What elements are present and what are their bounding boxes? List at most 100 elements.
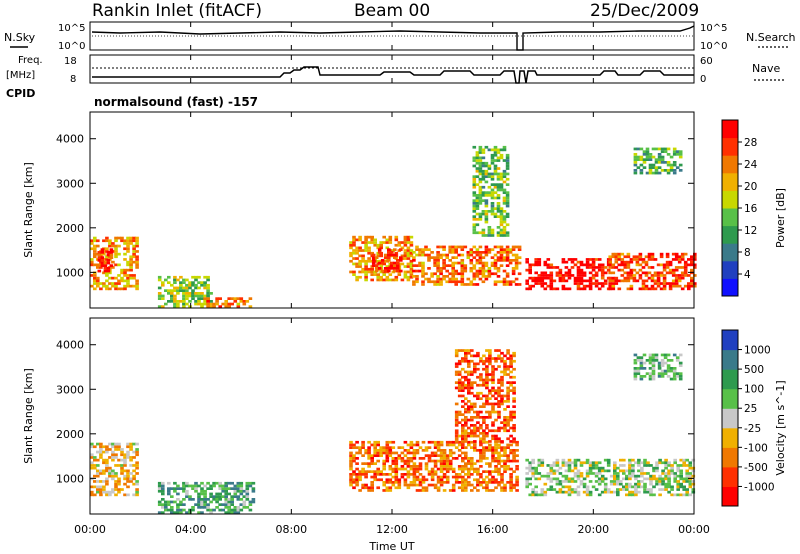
data-cell: [691, 488, 696, 491]
data-cell: [227, 506, 231, 509]
data-cell: [109, 251, 114, 254]
data-cell: [126, 242, 130, 245]
data-cell: [506, 418, 510, 422]
data-cell: [594, 266, 599, 269]
data-cell: [481, 151, 486, 154]
data-cell: [391, 475, 396, 479]
data-cell: [364, 449, 368, 452]
data-cell: [663, 361, 668, 365]
data-cell: [652, 485, 656, 489]
data-cell: [552, 477, 557, 481]
data-cell: [479, 454, 483, 457]
data-cell: [406, 443, 411, 447]
data-cell: [478, 194, 483, 197]
data-cell: [525, 482, 529, 486]
data-cell: [105, 448, 109, 451]
data-cell: [546, 258, 551, 261]
data-cell: [597, 461, 602, 465]
data-cell: [197, 275, 201, 279]
data-cell: [540, 488, 545, 491]
data-cell: [490, 172, 495, 176]
data-cell: [653, 274, 658, 277]
data-cell: [358, 262, 362, 266]
data-cell: [496, 151, 501, 154]
data-cell: [439, 267, 443, 270]
data-cell: [97, 256, 102, 259]
data-cell: [470, 434, 474, 438]
data-cell: [191, 275, 195, 279]
data-cell: [493, 148, 498, 152]
data-cell: [496, 210, 501, 213]
data-cell: [506, 443, 510, 447]
data-cell: [662, 282, 667, 285]
data-cell: [470, 446, 474, 449]
data-cell: [476, 351, 480, 355]
data-cell: [690, 268, 694, 272]
data-cell: [664, 474, 668, 478]
data-cell: [377, 248, 382, 251]
data-cell: [445, 467, 450, 471]
data-cell: [203, 283, 207, 287]
data-cell: [464, 359, 468, 363]
data-cell: [421, 486, 426, 490]
data-cell: [367, 259, 371, 263]
noise-tick-left-bottom: 10^0: [58, 41, 85, 52]
data-cell: [642, 375, 647, 378]
data-cell: [484, 194, 489, 197]
data-cell: [412, 467, 417, 471]
data-cell: [463, 267, 468, 270]
colorbar-swatch: [722, 349, 738, 370]
data-cell: [570, 488, 575, 491]
data-cell: [491, 459, 495, 463]
data-cell: [616, 474, 620, 478]
data-cell: [167, 300, 171, 303]
colorbar-tick-label: 100: [744, 384, 764, 396]
data-cell: [478, 256, 483, 259]
data-cell: [570, 480, 575, 483]
data-cell: [409, 243, 414, 247]
data-cell: [111, 260, 115, 264]
data-cell: [430, 451, 435, 455]
data-cell: [173, 281, 177, 284]
data-cell: [651, 171, 656, 175]
data-cell: [182, 498, 186, 501]
data-cell: [658, 482, 662, 486]
colorbar-swatch: [722, 447, 738, 468]
data-cell: [352, 478, 356, 482]
data-cell: [476, 354, 480, 358]
data-cell: [682, 458, 686, 462]
data-cell: [470, 383, 474, 387]
data-cell: [224, 302, 228, 306]
data-cell: [102, 271, 106, 275]
data-cell: [611, 284, 616, 288]
data-cell: [227, 492, 231, 496]
data-cell: [676, 485, 680, 489]
data-cell: [478, 191, 483, 194]
data-cell: [105, 287, 109, 291]
data-cell: [543, 493, 548, 497]
data-cell: [606, 458, 611, 462]
data-cell: [221, 508, 225, 512]
data-cell: [497, 365, 501, 368]
data-cell: [442, 473, 447, 476]
data-cell: [632, 258, 637, 261]
data-cell: [505, 183, 510, 186]
data-cell: [502, 256, 507, 259]
data-cell: [421, 253, 425, 257]
data-cell: [472, 156, 477, 160]
velocity-cells: [90, 349, 696, 514]
velocity-colorbar-label: Velocity [m s^-1]: [774, 380, 787, 475]
data-cell: [608, 279, 612, 283]
freq-trace: [92, 66, 694, 84]
data-cell: [500, 481, 504, 484]
data-cell: [633, 367, 638, 370]
data-cell: [382, 481, 386, 484]
data-cell: [497, 416, 501, 419]
data-cell: [377, 267, 382, 270]
data-cell: [364, 267, 368, 271]
data-cell: [230, 498, 234, 501]
data-cell: [472, 202, 477, 205]
data-cell: [373, 454, 377, 457]
data-cell: [637, 480, 641, 483]
data-cell: [603, 279, 608, 283]
